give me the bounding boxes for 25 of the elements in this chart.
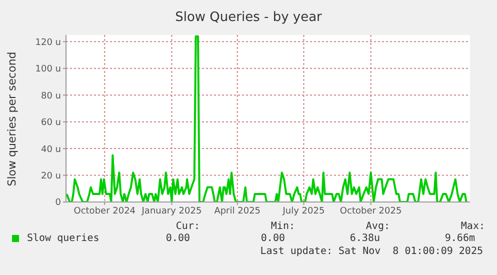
x-tick-label: January 2025 bbox=[140, 206, 202, 216]
x-tick-label: April 2025 bbox=[214, 206, 261, 216]
y-tick-label: 0 bbox=[55, 198, 62, 208]
text: 9.66m bbox=[444, 233, 475, 244]
y-tick-label: 60 u bbox=[40, 118, 61, 128]
text: 6.38u bbox=[348, 233, 380, 244]
text: 0.00 bbox=[260, 233, 285, 244]
y-axis-title: Slow queries per second bbox=[6, 52, 18, 186]
text: 0.00 bbox=[164, 233, 190, 244]
legend-label: Slow queries bbox=[27, 233, 100, 244]
chart-title: Slow Queries - by year bbox=[174, 10, 323, 25]
text: Avg: bbox=[364, 221, 390, 232]
y-tick-label: 100 u bbox=[35, 64, 61, 75]
y-tick-label: 120 u bbox=[35, 38, 61, 48]
y-tick-label: 20 u bbox=[40, 171, 61, 182]
x-tick-label: October 2025 bbox=[340, 206, 402, 216]
text: Max: bbox=[460, 221, 485, 232]
x-tick-label: July 2025 bbox=[282, 206, 325, 216]
text: Min: bbox=[270, 221, 295, 232]
line-series bbox=[66, 35, 468, 202]
y-tick-label: 80 u bbox=[40, 91, 61, 102]
text: Cur: bbox=[174, 221, 200, 232]
x-tick-label: October 2024 bbox=[74, 206, 136, 216]
y-tick-label: 40 u bbox=[40, 144, 61, 155]
text: Last update: Sat Nov 8 01:00:09 2025 bbox=[260, 246, 483, 257]
